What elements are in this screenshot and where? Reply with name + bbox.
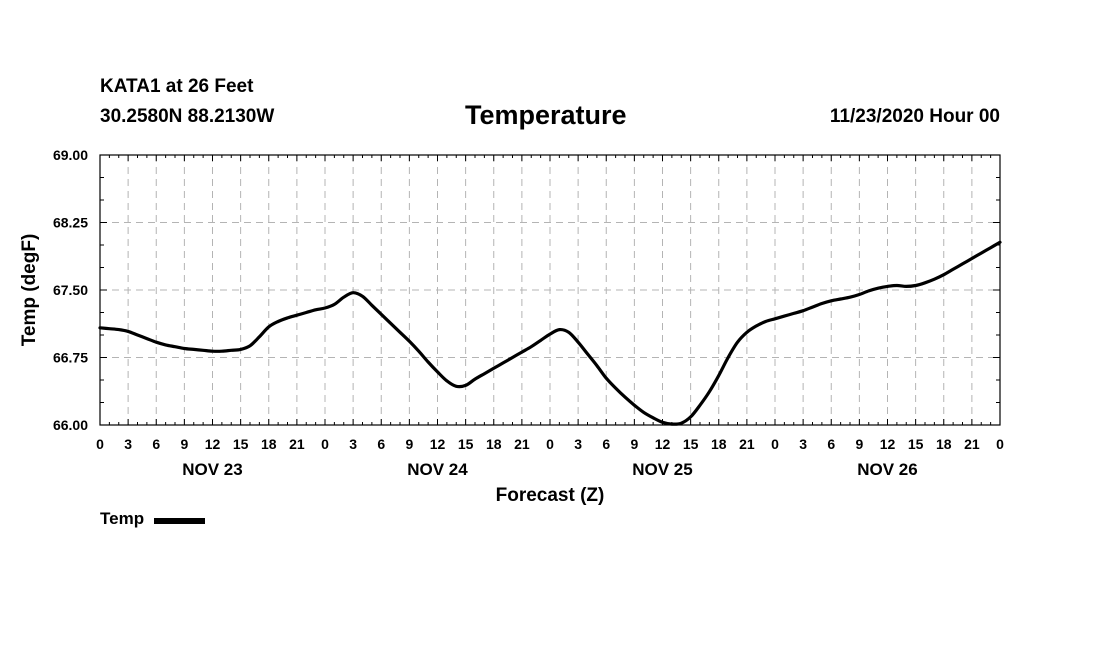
x-tick-label: 15 [458, 436, 474, 452]
x-axis-title: Forecast (Z) [496, 485, 605, 506]
run-time: 11/23/2020 Hour 00 [829, 106, 1000, 127]
x-tick-label: 12 [880, 436, 896, 452]
day-label: NOV 23 [182, 460, 242, 479]
x-tick-label: 0 [321, 436, 329, 452]
legend-label: Temp [100, 509, 145, 528]
y-axis-title: Temp (degF) [19, 234, 40, 347]
day-label: NOV 25 [632, 460, 692, 479]
x-tick-label: 21 [739, 436, 755, 452]
x-tick-label: 3 [799, 436, 807, 452]
x-tick-label: 6 [377, 436, 385, 452]
x-tick-label: 12 [430, 436, 446, 452]
x-tick-label: 18 [711, 436, 727, 452]
x-tick-label: 0 [771, 436, 779, 452]
day-label: NOV 24 [407, 460, 468, 479]
y-tick-label: 68.25 [53, 215, 88, 231]
x-tick-label: 9 [180, 436, 188, 452]
x-tick-label: 18 [486, 436, 502, 452]
x-tick-label: 3 [124, 436, 132, 452]
x-tick-label: 9 [405, 436, 413, 452]
x-tick-label: 0 [996, 436, 1004, 452]
x-tick-label: 21 [514, 436, 530, 452]
x-tick-label: 3 [574, 436, 582, 452]
y-tick-label: 69.00 [53, 147, 88, 163]
y-tick-label: 66.75 [53, 350, 88, 366]
x-tick-label: 6 [152, 436, 160, 452]
x-tick-label: 6 [827, 436, 835, 452]
x-tick-label: 12 [205, 436, 221, 452]
x-tick-label: 15 [908, 436, 924, 452]
station-name: KATA1 at 26 Feet [100, 76, 254, 97]
x-tick-label: 12 [655, 436, 671, 452]
x-tick-label: 9 [630, 436, 638, 452]
chart-title: Temperature [465, 100, 627, 130]
legend: Temp [100, 509, 206, 529]
y-tick-label: 67.50 [53, 282, 88, 298]
y-tick-label: 66.00 [53, 417, 88, 433]
x-tick-label: 0 [546, 436, 554, 452]
x-tick-label: 9 [855, 436, 863, 452]
x-tick-label: 21 [964, 436, 980, 452]
series-line-temp [98, 240, 1002, 426]
x-tick-label: 0 [96, 436, 104, 452]
x-tick-label: 15 [683, 436, 699, 452]
x-tick-label: 18 [936, 436, 952, 452]
x-tick-label: 15 [233, 436, 249, 452]
x-tick-label: 21 [289, 436, 305, 452]
station-coords: 30.2580N 88.2130W [100, 106, 275, 127]
day-label: NOV 26 [857, 460, 917, 479]
x-tick-label: 6 [602, 436, 610, 452]
x-tick-label: 18 [261, 436, 277, 452]
x-tick-label: 3 [349, 436, 357, 452]
legend-line-swatch [154, 517, 206, 524]
